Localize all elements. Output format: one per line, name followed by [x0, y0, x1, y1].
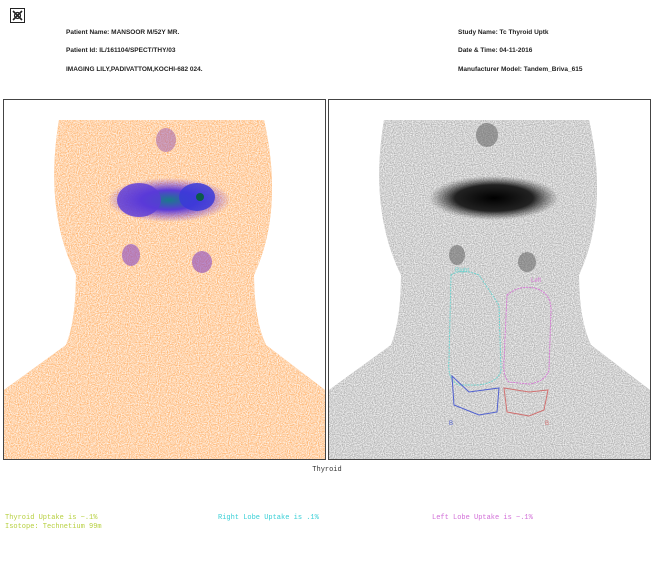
gray-scan-panel[interactable]: Right Left B B [328, 99, 651, 460]
scanner-logo-icon [10, 8, 25, 23]
roi-background-left[interactable] [503, 387, 549, 417]
lower-uptake-right-gray [449, 245, 465, 265]
study-name: Study Name: Tc Thyroid Uptk [458, 29, 549, 36]
lower-uptake-left [192, 251, 212, 273]
roi-label-bg-left: B [545, 421, 549, 427]
lower-uptake-left-gray [518, 252, 536, 272]
upper-uptake-gray [476, 123, 498, 147]
thyroid-hotspot-gray [429, 176, 559, 220]
right-lobe-uptake-text: Right Lobe Uptake is .1% [218, 514, 319, 522]
image-caption: Thyroid [312, 466, 342, 474]
color-scan-panel[interactable] [3, 99, 326, 460]
roi-left-lobe[interactable] [503, 286, 552, 385]
roi-right-lobe[interactable] [448, 271, 502, 386]
manufacturer-model: Manufacturer Model: Tandem_Briva_615 [458, 66, 583, 73]
roi-label-left: Left [531, 278, 541, 284]
patient-name: Patient Name: MANSOOR M/52Y MR. [66, 29, 180, 36]
upper-uptake [156, 128, 176, 152]
neck-silhouette-gray [329, 120, 650, 459]
thyroid-uptake-text: Thyroid Uptake is ~.1% [5, 514, 98, 522]
roi-label-bg-right: B [449, 421, 453, 427]
study-date-time: Date & Time: 04-11-2016 [458, 47, 533, 54]
isotope-text: Isotope: Technetium 99m [5, 523, 102, 531]
facility-name: IMAGING LILY,PADIVATTOM,KOCHI-682 024. [66, 66, 203, 73]
roi-background-right[interactable] [451, 374, 500, 416]
focal-spot [196, 193, 204, 201]
left-lobe-uptake-text: Left Lobe Uptake is ~.1% [432, 514, 533, 522]
neck-silhouette-color [4, 120, 325, 459]
gray-scan-image: Right Left B B [329, 120, 650, 459]
lower-uptake-right [122, 244, 140, 266]
patient-id: Patient Id: IL/161104/SPECT/THY/03 [66, 47, 176, 54]
roi-label-right: Right [455, 268, 469, 274]
color-scan-image [4, 120, 325, 459]
right-lobe-hotspot [117, 183, 161, 217]
